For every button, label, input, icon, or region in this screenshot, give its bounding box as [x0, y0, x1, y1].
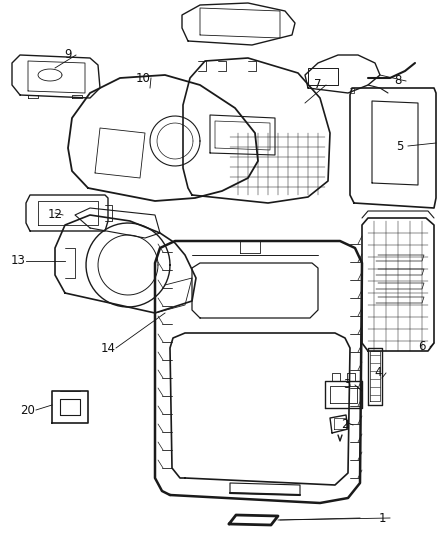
- Text: 7: 7: [314, 78, 322, 92]
- Text: 10: 10: [136, 71, 150, 85]
- Text: 9: 9: [64, 49, 72, 61]
- Text: 12: 12: [47, 208, 63, 222]
- Text: 1: 1: [378, 512, 386, 524]
- Text: 4: 4: [374, 367, 382, 379]
- Text: 13: 13: [11, 254, 25, 268]
- Text: 2: 2: [341, 418, 349, 432]
- Text: 8: 8: [394, 75, 402, 87]
- Text: 6: 6: [418, 341, 426, 353]
- Text: 14: 14: [100, 342, 116, 354]
- Text: 20: 20: [21, 403, 35, 416]
- Text: 3: 3: [343, 378, 351, 392]
- Text: 5: 5: [396, 140, 404, 152]
